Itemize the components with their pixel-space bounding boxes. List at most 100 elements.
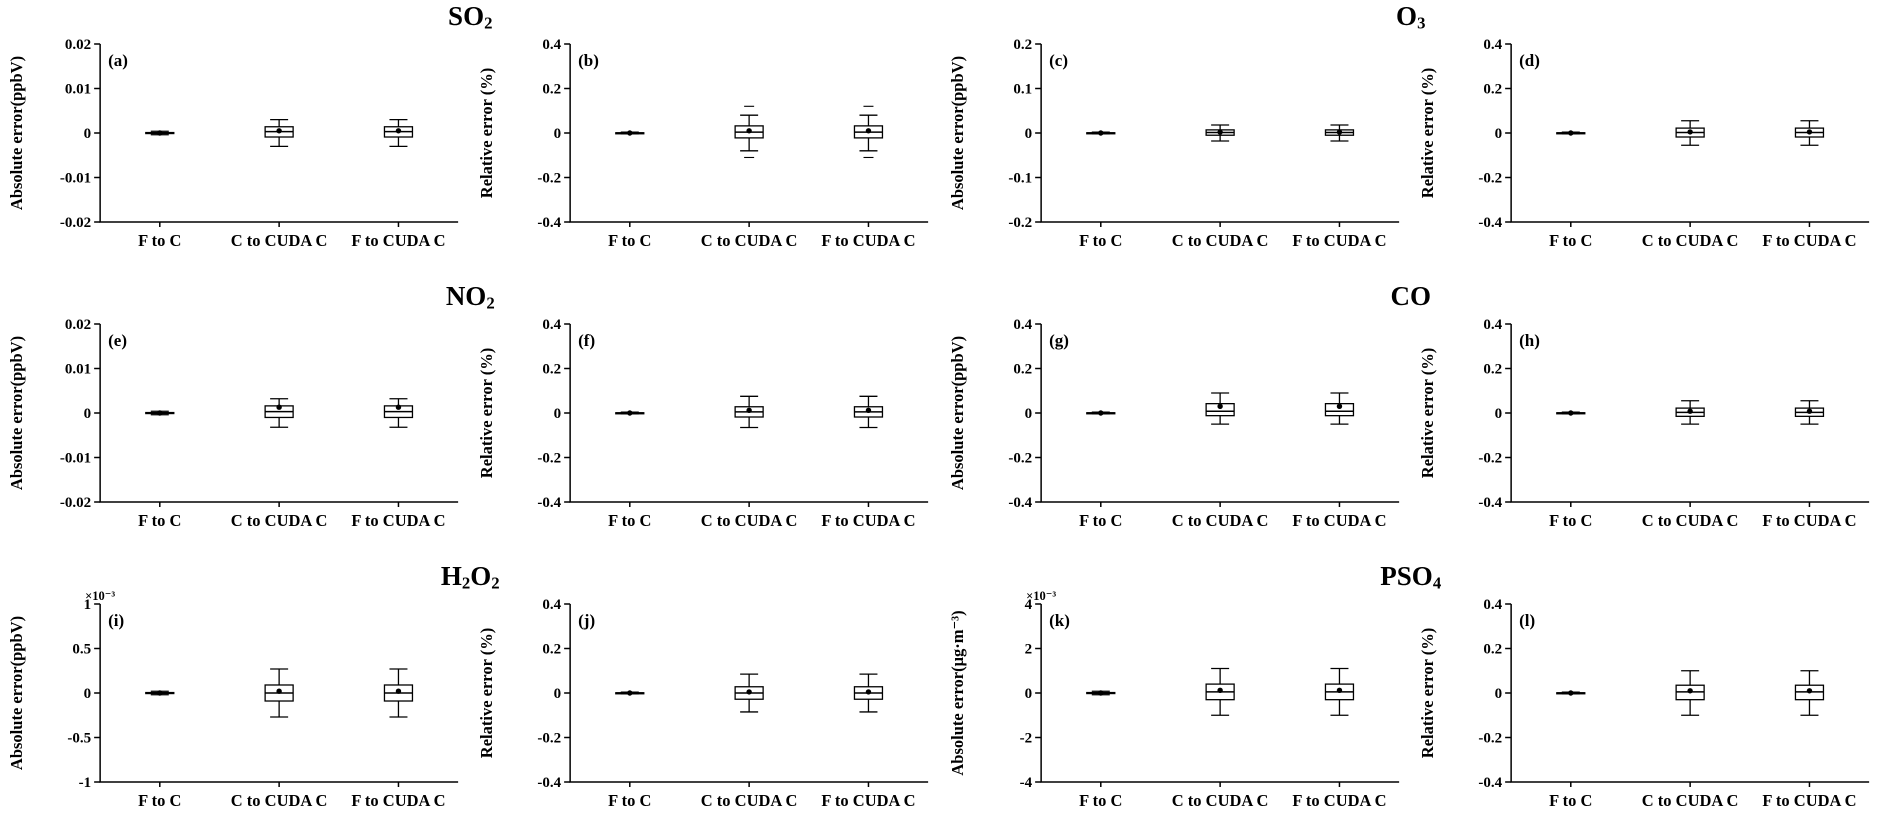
x-category-label: C to CUDA C (701, 791, 798, 810)
title-text: CO (1390, 281, 1432, 311)
x-category-label: C to CUDA C (1171, 231, 1268, 250)
y-tick-label: 0.01 (65, 82, 91, 98)
figure-row: NO2 CO 0.02 0.01 0 -0.01 -0.02 (e) Absolute erro… (0, 280, 1881, 560)
boxplot-svg: 0.4 0.2 0 -0.2 -0.4 (g) Absolute error(ppbV) F … (948, 317, 1399, 530)
title-text: SO (448, 1, 485, 31)
x-category-label: F to CUDA C (822, 511, 916, 530)
y-tick-label: 0 (554, 686, 562, 702)
mean-marker (1687, 688, 1693, 694)
box-group (854, 673, 884, 713)
y-tick-label: 0.4 (1483, 37, 1502, 53)
boxplot-svg: 0.4 0.2 0 -0.2 -0.4 (b) Relative error (%) F to… (477, 37, 929, 250)
axis-offset-label: ×10⁻³ (85, 590, 115, 603)
mean-marker (746, 128, 753, 134)
y-tick-label: 0.4 (543, 317, 562, 333)
mean-marker (157, 130, 163, 136)
y-axis-label: Absolute error(ppbV) (948, 56, 967, 210)
x-category-label: F to CUDA C (1762, 791, 1856, 810)
boxplot-svg: 0.02 0.01 0 -0.01 -0.02 (e) Absolute error(ppb… (7, 317, 459, 530)
panel-row: 0.02 0.01 0 -0.01 -0.02 (e) Absolute error(ppb… (0, 310, 1881, 560)
y-tick-label: -0.1 (1008, 171, 1032, 187)
box-group (1204, 124, 1235, 142)
boxplot-svg: 0.4 0.2 0 -0.2 -0.4 (l) Relative error (%) F to… (1418, 597, 1869, 810)
title-row: NO2 CO (0, 280, 1881, 313)
box-group (383, 119, 414, 147)
figure-row: SO2 O3 0.02 0.01 0 -0.01 -0.02 (a) Absolute erro… (0, 0, 1881, 280)
y-tick-label: -0.4 (538, 215, 562, 231)
y-tick-label: 0.2 (1013, 362, 1032, 378)
y-tick-label: 0 (1494, 686, 1502, 702)
mean-marker (1216, 129, 1223, 135)
x-category-label: F to CUDA C (1292, 231, 1386, 250)
mean-marker (157, 690, 163, 696)
mean-marker (1097, 690, 1103, 696)
boxplot-svg: 0.2 0.1 0 -0.1 -0.2 (c) Absolute error(ppbV) F … (948, 37, 1399, 250)
y-tick-label: -1 (79, 775, 92, 791)
boxplot-svg: 0.4 0.2 0 -0.2 -0.4 (d) Relative error (%) F to… (1418, 37, 1869, 250)
x-category-label: C to CUDA C (701, 511, 798, 530)
box-group (1085, 410, 1115, 416)
box-group (1085, 690, 1115, 696)
box-group (1555, 410, 1586, 416)
y-tick-label: 0 (1024, 406, 1032, 422)
group-title-no2: NO2 (0, 280, 941, 320)
y-tick-label: 0.4 (1483, 317, 1502, 333)
boxplot-svg: 0.4 0.2 0 -0.2 -0.4 (h) Relative error (%) F to… (1418, 317, 1869, 530)
x-category-label: F to CUDA C (1762, 231, 1856, 250)
y-tick-label: -0.02 (60, 495, 91, 511)
x-category-label: F to C (138, 511, 181, 530)
x-category-label: F to CUDA C (1762, 511, 1856, 530)
mean-marker (395, 688, 402, 694)
y-tick-label: 0 (1024, 686, 1032, 702)
panel-g: 0.4 0.2 0 -0.2 -0.4 (g) Absolute error(ppbV) F … (941, 310, 1411, 560)
x-category-label: F to C (1549, 791, 1592, 810)
mean-marker (276, 128, 282, 134)
panel-letter: (c) (1049, 51, 1068, 70)
mean-marker (866, 128, 872, 134)
y-tick-label: 0.02 (65, 317, 91, 333)
box-group (615, 410, 645, 416)
y-axis-label: Relative error (%) (1418, 628, 1437, 758)
box-group (264, 668, 294, 718)
y-tick-label: -0.4 (1478, 215, 1502, 231)
x-category-label: F to C (608, 231, 651, 250)
y-tick-label: 0.2 (543, 642, 562, 658)
y-tick-label: 0 (554, 406, 562, 422)
x-category-label: F to CUDA C (822, 231, 916, 250)
box-group (734, 395, 765, 429)
x-category-label: F to C (1549, 511, 1592, 530)
y-tick-label: -0.2 (1008, 451, 1032, 467)
x-category-label: C to CUDA C (231, 791, 328, 810)
panel-letter: (i) (108, 611, 124, 630)
y-tick-label: 0 (84, 686, 92, 702)
group-title-h2o2: H2O2 (0, 560, 941, 600)
y-tick-label: 0.2 (1013, 37, 1032, 53)
y-axis-label: Relative error (%) (1418, 348, 1437, 478)
x-category-label: F to CUDA C (351, 511, 445, 530)
y-tick-label: 0 (1494, 126, 1502, 142)
boxplot-svg: 0.02 0.01 0 -0.01 -0.02 (a) Absolute error(ppb… (7, 37, 459, 250)
y-tick-label: 0.02 (65, 37, 91, 53)
y-tick-label: -0.5 (67, 731, 91, 747)
y-axis-label: Relative error (%) (1418, 68, 1437, 198)
mean-marker (1097, 410, 1103, 416)
mean-marker (1806, 688, 1812, 694)
box-group (145, 410, 175, 416)
title-row: H2O2 PSO4 (0, 560, 1881, 593)
y-tick-label: -0.2 (538, 451, 562, 467)
y-axis-label: Absolute error(ppbV) (7, 616, 26, 770)
y-axis-label: Relative error (%) (477, 348, 496, 478)
panel-row: 1 0.5 0 -0.5 -1 ×10⁻³ (i) Absolute error(ppbV) F… (0, 590, 1881, 840)
title-subscript: 4 (1432, 573, 1442, 593)
x-category-label: F to CUDA C (1292, 791, 1386, 810)
group-title-so2: SO2 (0, 0, 941, 40)
y-tick-label: 0 (84, 406, 92, 422)
y-axis-label: Relative error (%) (477, 628, 496, 758)
boxplot-svg: 0.4 0.2 0 -0.2 -0.4 (j) Relative error (%) F to… (477, 597, 929, 810)
y-tick-label: 0.4 (543, 37, 562, 53)
x-category-label: C to CUDA C (1171, 511, 1268, 530)
y-tick-label: 0.2 (1483, 82, 1502, 98)
y-tick-label: 0.4 (1013, 317, 1032, 333)
x-category-label: C to CUDA C (701, 231, 798, 250)
panel-j: 0.4 0.2 0 -0.2 -0.4 (j) Relative error (%) F to… (470, 590, 940, 840)
